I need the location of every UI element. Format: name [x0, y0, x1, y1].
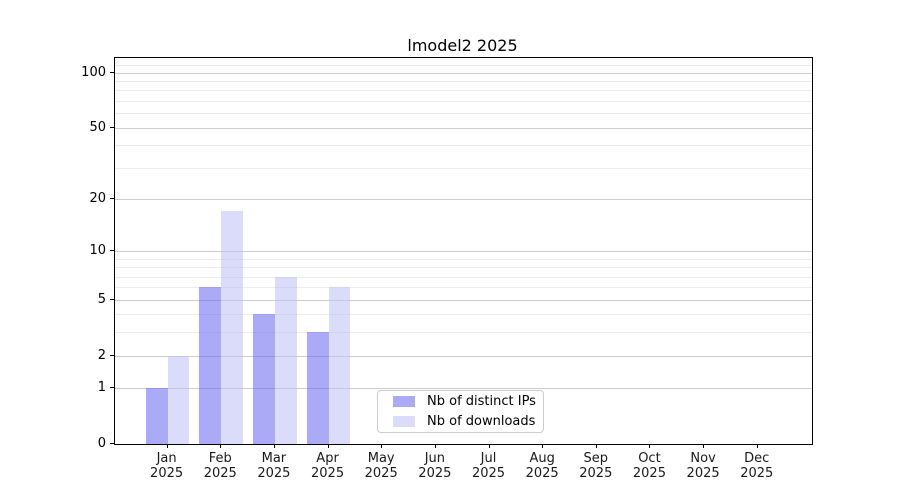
legend-item-downloads: Nb of downloads [393, 413, 543, 430]
y-tick-label-50: 50 [89, 119, 106, 135]
x-tick-label-oct: Oct 2025 [632, 451, 666, 481]
gridline-major-100 [115, 72, 812, 74]
y-tick-5 [110, 298, 114, 300]
bar-downloads-apr [328, 287, 351, 444]
gridline-minor-110 [115, 64, 812, 66]
gridline-minor-40 [115, 145, 812, 147]
bar-distinct-ips-jan [145, 388, 168, 444]
legend-label-distinct-ips: Nb of distinct IPs [427, 394, 536, 409]
y-tick-10 [110, 250, 114, 251]
x-tick-dec [756, 444, 758, 448]
chart-title: lmodel2 2025 [407, 36, 518, 55]
y-tick-label-10: 10 [89, 243, 106, 258]
gridline-minor-3 [115, 332, 812, 334]
plot-area [114, 57, 813, 445]
x-tick-jan [166, 444, 168, 448]
gridline-minor-6 [115, 287, 812, 289]
x-tick-feb [220, 444, 222, 448]
gridline-minor-70 [115, 100, 812, 102]
y-tick-label-20: 20 [89, 190, 106, 206]
bar-distinct-ips-feb [199, 287, 222, 444]
x-tick-mar [273, 444, 275, 448]
y-tick-1 [110, 387, 114, 389]
bar-distinct-ips-mar [253, 314, 275, 444]
gridline-minor-90 [115, 80, 812, 82]
y-tick-20 [110, 197, 114, 199]
y-tick-label-2: 2 [97, 347, 106, 363]
x-tick-nov [703, 444, 705, 448]
x-tick-jun [434, 444, 436, 448]
x-tick-label-apr: Apr 2025 [311, 451, 345, 481]
x-tick-apr [327, 444, 329, 448]
x-tick-label-mar: Mar 2025 [257, 451, 291, 481]
bar-downloads-feb [221, 211, 244, 444]
x-tick-oct [649, 444, 651, 448]
y-tick-label-100: 100 [81, 64, 106, 80]
x-tick-label-jan: Jan 2025 [150, 451, 184, 481]
x-tick-sep [595, 444, 597, 448]
y-tick-label-5: 5 [97, 291, 106, 307]
gridline-minor-60 [115, 113, 812, 115]
gridline-minor-30 [115, 167, 812, 169]
x-tick-jul [488, 444, 490, 448]
y-tick-100 [110, 71, 114, 73]
x-tick-aug [542, 444, 544, 448]
gridline-minor-80 [115, 90, 812, 92]
gridline-minor-8 [115, 267, 812, 269]
legend-item-distinct-ips: Nb of distinct IPs [393, 393, 543, 410]
gridline-major-10 [115, 251, 812, 252]
bar-downloads-mar [274, 276, 297, 444]
legend-swatch-downloads [393, 416, 415, 427]
x-tick-label-dec: Dec 2025 [740, 451, 774, 481]
legend-swatch-distinct-ips [393, 396, 415, 407]
x-tick-label-jun: Jun 2025 [418, 451, 452, 481]
bar-downloads-jan [167, 355, 190, 444]
gridline-minor-4 [115, 314, 812, 316]
gridline-minor-9 [115, 258, 812, 260]
y-tick-0 [110, 443, 114, 444]
x-tick-label-jul: Jul 2025 [471, 451, 506, 481]
bar-distinct-ips-apr [306, 332, 329, 444]
gridline-major-1 [115, 388, 812, 390]
x-tick-label-nov: Nov 2025 [686, 451, 720, 481]
y-tick-2 [110, 354, 114, 356]
y-tick-label-0: 0 [97, 436, 106, 451]
y-tick-50 [110, 126, 114, 128]
y-tick-label-1: 1 [97, 380, 106, 396]
legend-label-downloads: Nb of downloads [427, 414, 536, 429]
gridline-major-20 [115, 198, 812, 200]
gridline-major-2 [115, 355, 812, 357]
x-tick-label-feb: Feb 2025 [203, 451, 237, 481]
gridline-major-5 [115, 299, 812, 301]
gridline-major-50 [115, 127, 812, 129]
x-tick-label-may: May 2025 [364, 451, 398, 481]
gridline-minor-7 [115, 276, 812, 278]
legend: Nb of distinct IPs Nb of downloads [377, 390, 544, 433]
x-tick-label-sep: Sep 2025 [579, 451, 613, 481]
x-tick-may [381, 444, 383, 448]
x-tick-label-aug: Aug 2025 [525, 451, 559, 481]
